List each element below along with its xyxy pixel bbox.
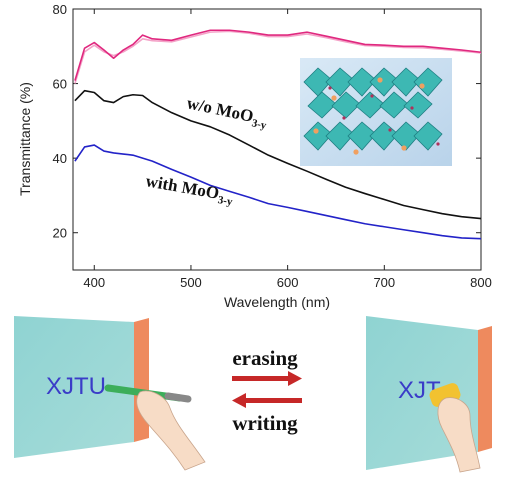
y-axis-label: Transmittance (%) [17, 82, 33, 196]
curve-label-text: with MoO [144, 171, 220, 203]
curve-label-text: w/o MoO [185, 93, 255, 126]
plot: 20 40 60 80 400 500 600 700 800 [53, 2, 492, 290]
board-face [14, 316, 134, 458]
board-text: XJTU [46, 373, 106, 400]
crystal-inset [300, 58, 452, 166]
board-left: XJTU [14, 316, 206, 471]
hand [437, 397, 481, 473]
series-line [74, 29, 482, 81]
series-line [74, 30, 482, 84]
y-tick-label: 60 [53, 77, 67, 92]
atoms [328, 86, 440, 146]
y-tick-label: 20 [53, 226, 67, 241]
series-line [74, 89, 482, 220]
plot-frame [72, 8, 482, 271]
x-tick-label: 600 [277, 275, 299, 290]
x-tick-label: 500 [180, 275, 202, 290]
octahedra [303, 67, 443, 151]
curve-label-sub: 3-y [217, 194, 234, 208]
board-edge [134, 318, 149, 442]
hand [136, 390, 206, 471]
series-line [74, 144, 482, 240]
arrows [232, 371, 302, 408]
y-tick-label: 40 [53, 151, 67, 166]
atoms [313, 77, 425, 155]
x-tick-label: 700 [373, 275, 395, 290]
y-tick-label: 80 [53, 2, 67, 17]
board-right: XJT [366, 316, 492, 473]
arrow-label: writing [232, 411, 298, 435]
curve-label: w/o MoO3-y [185, 93, 270, 132]
x-axis-label: Wavelength (nm) [224, 294, 330, 310]
x-tick-label: 400 [83, 275, 105, 290]
x-tick-label: 800 [470, 275, 492, 290]
curve-label-sub: 3-y [251, 117, 268, 132]
arrow-label: erasing [232, 346, 298, 370]
board-edge [478, 326, 492, 452]
